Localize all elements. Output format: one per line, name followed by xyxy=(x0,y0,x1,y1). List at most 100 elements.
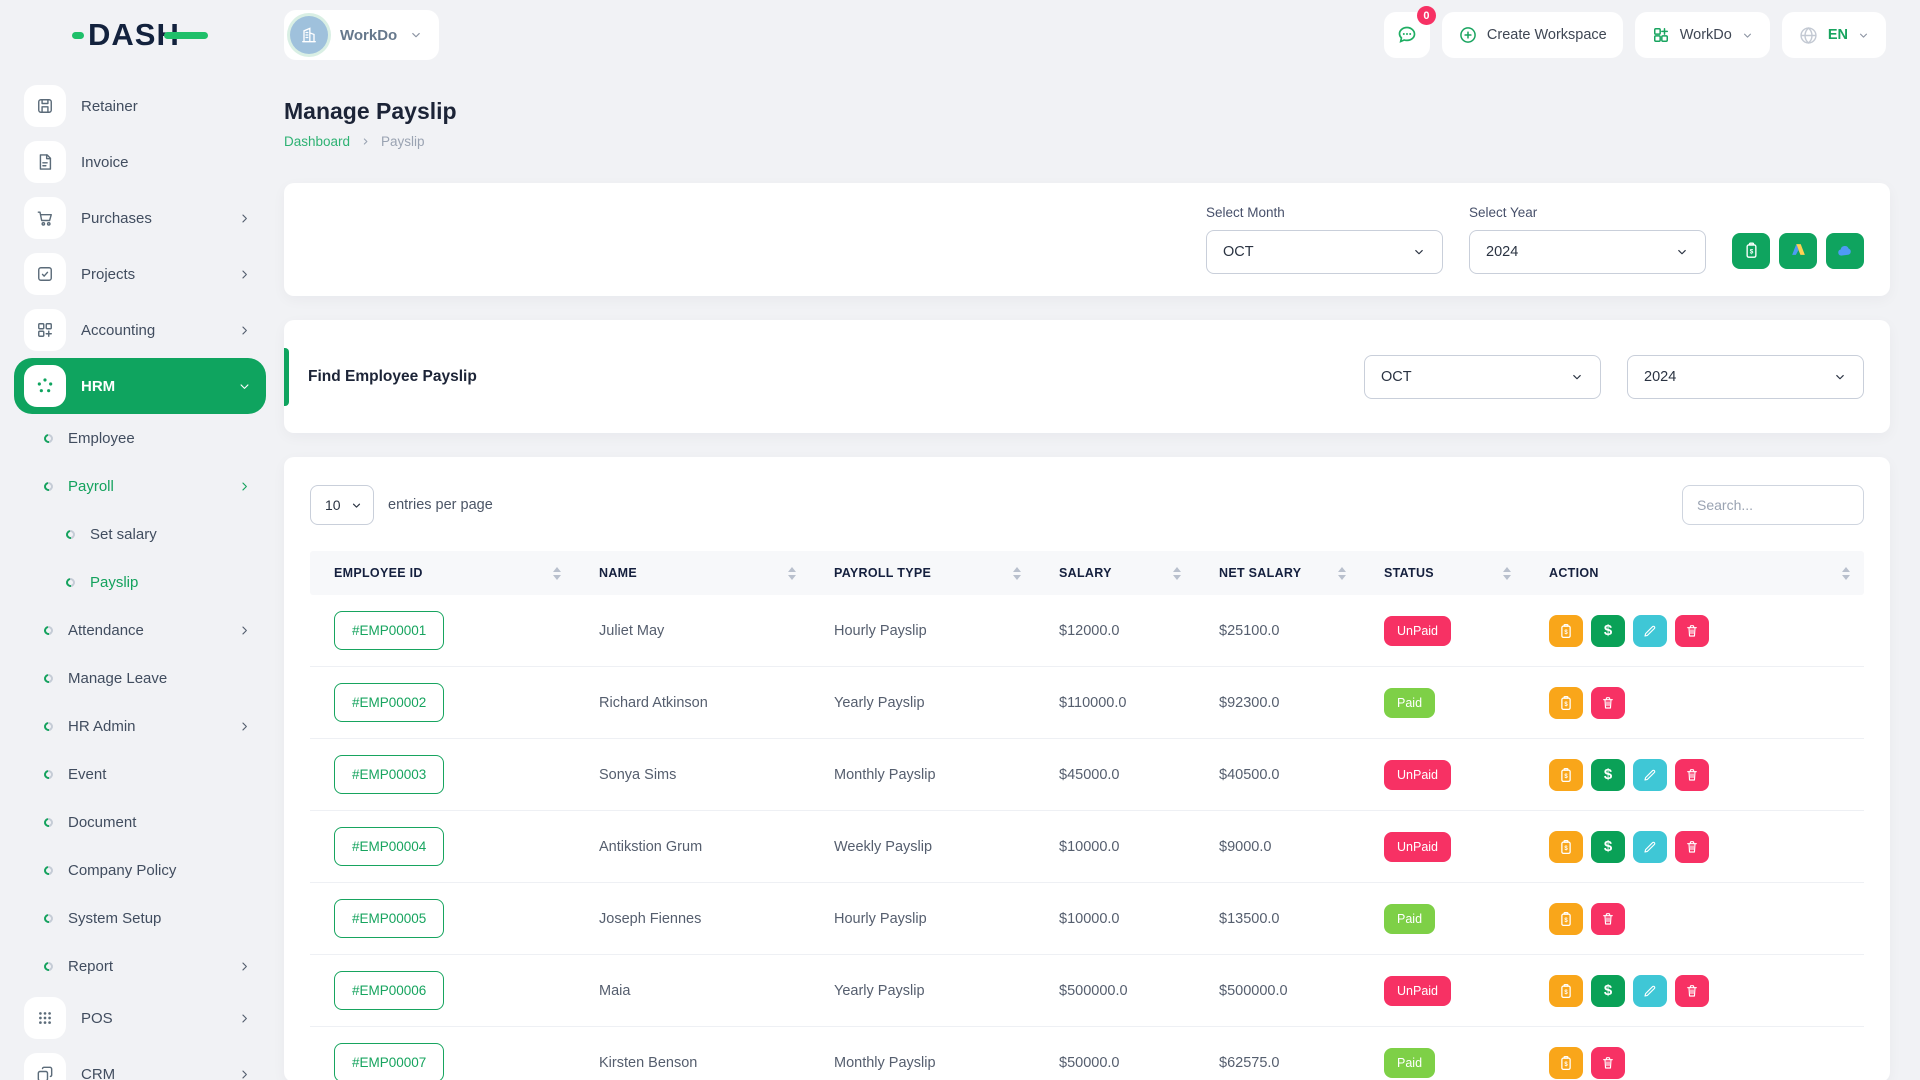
row-actions: $ $ xyxy=(1549,758,1709,791)
sidebar-item-pos[interactable]: POS xyxy=(14,990,266,1046)
find-year-select[interactable]: 2024 xyxy=(1627,354,1864,399)
employee-id-button[interactable]: #EMP00005 xyxy=(334,899,445,938)
employee-id-button[interactable]: #EMP00003 xyxy=(334,755,445,794)
sort-icon[interactable] xyxy=(1173,566,1181,580)
sidebar-item-payroll[interactable]: Payroll xyxy=(14,462,266,510)
delete-action-button[interactable] xyxy=(1675,758,1709,791)
sidebar-item-projects[interactable]: Projects xyxy=(14,246,266,302)
pay-action-button[interactable]: $ xyxy=(1591,830,1625,863)
floppy-icon xyxy=(24,85,66,127)
sort-icon[interactable] xyxy=(1842,566,1850,580)
page-size-select[interactable]: 10 xyxy=(310,485,374,525)
payslip-action-button[interactable]: $ xyxy=(1549,902,1583,935)
delete-action-button[interactable] xyxy=(1675,974,1709,1007)
employee-id-button[interactable]: #EMP00002 xyxy=(334,683,445,722)
sidebar-item-purchases[interactable]: Purchases xyxy=(14,190,266,246)
sidebar-item-hrm[interactable]: HRM xyxy=(14,358,266,414)
sort-icon[interactable] xyxy=(553,566,561,580)
create-workspace-button[interactable]: Create Workspace xyxy=(1441,12,1623,58)
sidebar-item-report[interactable]: Report xyxy=(14,942,266,990)
employee-id-button[interactable]: #EMP00007 xyxy=(334,1043,445,1080)
sidebar-item-document[interactable]: Document xyxy=(14,798,266,846)
sidebar-item-event[interactable]: Event xyxy=(14,750,266,798)
delete-action-button[interactable] xyxy=(1591,686,1625,719)
sidebar-item-company-policy[interactable]: Company Policy xyxy=(14,846,266,894)
sidebar-item-payslip[interactable]: Payslip xyxy=(14,558,266,606)
salary-cell-value: $45000.0 xyxy=(1059,766,1120,783)
sidebar-item-system-setup[interactable]: System Setup xyxy=(14,894,266,942)
sidebar-item-hr-admin[interactable]: HR Admin xyxy=(14,702,266,750)
sidebar-item-set-salary[interactable]: Set salary xyxy=(14,510,266,558)
sidebar-item-manage-leave[interactable]: Manage Leave xyxy=(14,654,266,702)
payslip-action-button[interactable]: $ xyxy=(1549,758,1583,791)
salary-cell-value: $12000.0 xyxy=(1059,622,1120,639)
delete-action-button[interactable] xyxy=(1591,902,1625,935)
pay-action-button[interactable]: $ xyxy=(1591,614,1625,647)
sidebar-item-invoice[interactable]: Invoice xyxy=(14,134,266,190)
sort-icon[interactable] xyxy=(1013,566,1021,580)
employee-name-cell: Maia xyxy=(575,983,810,999)
dash-logo[interactable]: DASH xyxy=(72,17,208,53)
sidebar-item-accounting[interactable]: Accounting xyxy=(14,302,266,358)
status-badge: UnPaid xyxy=(1384,831,1451,862)
sidebar-item-label: System Setup xyxy=(68,909,162,927)
payslip-action-button[interactable]: $ xyxy=(1549,830,1583,863)
column-header-payroll-type: PAYROLL TYPE xyxy=(810,566,1035,580)
table-row: #EMP00005 Joseph Fiennes Hourly Payslip $10… xyxy=(310,883,1864,955)
year-select[interactable]: 2024 xyxy=(1469,230,1706,274)
globe-icon xyxy=(1798,25,1819,46)
edit-action-button[interactable] xyxy=(1633,614,1667,647)
employee-id-button[interactable]: #EMP00006 xyxy=(334,971,445,1010)
employee-id-button[interactable]: #EMP00004 xyxy=(334,827,445,866)
delete-action-button[interactable] xyxy=(1675,830,1709,863)
create-workspace-label: Create Workspace xyxy=(1486,27,1607,43)
payroll-type-cell: Hourly Payslip xyxy=(810,911,1035,927)
edit-action-button[interactable] xyxy=(1633,758,1667,791)
cloud-export-button[interactable] xyxy=(1826,232,1864,269)
sidebar-item-label: CRM xyxy=(81,1065,116,1080)
bullet-icon xyxy=(42,863,55,877)
pay-action-button[interactable]: $ xyxy=(1591,974,1625,1007)
sidebar-item-crm[interactable]: CRM xyxy=(14,1046,266,1080)
edit-action-button[interactable] xyxy=(1633,974,1667,1007)
payslip-action-button[interactable]: $ xyxy=(1549,974,1583,1007)
find-month-select[interactable]: OCT xyxy=(1364,354,1601,399)
delete-action-button[interactable] xyxy=(1675,614,1709,647)
payslip-action-button[interactable]: $ xyxy=(1549,1046,1583,1079)
salary-cell-value: $110000.0 xyxy=(1059,694,1127,711)
sidebar-item-label: Invoice xyxy=(81,153,129,171)
workspace-selector[interactable]: WorkDo xyxy=(284,10,440,60)
language-selector[interactable]: EN xyxy=(1781,12,1886,58)
month-select[interactable]: OCT xyxy=(1206,230,1443,274)
column-header-label: ACTION xyxy=(1549,566,1599,580)
sort-icon[interactable] xyxy=(788,566,796,580)
payslip-action-button[interactable]: $ xyxy=(1549,686,1583,719)
employee-id-button[interactable]: #EMP00001 xyxy=(334,611,445,650)
edit-action-button[interactable] xyxy=(1633,830,1667,863)
sort-icon[interactable] xyxy=(1338,566,1346,580)
app-switcher-button[interactable]: WorkDo xyxy=(1634,12,1770,58)
row-actions: $ xyxy=(1549,1046,1625,1079)
status-cell: Paid xyxy=(1360,687,1525,718)
table-row: #EMP00004 Antikstion Grum Weekly Payslip $1… xyxy=(310,811,1864,883)
sidebar-item-employee[interactable]: Employee xyxy=(14,414,266,462)
search-input[interactable] xyxy=(1682,485,1864,525)
employee-id-cell: #EMP00005 xyxy=(310,899,575,938)
drive-export-button[interactable] xyxy=(1779,232,1817,269)
sort-icon[interactable] xyxy=(1503,566,1511,580)
breadcrumb-dashboard-link[interactable]: Dashboard xyxy=(284,134,351,149)
svg-text:$: $ xyxy=(1564,630,1568,636)
sidebar-item-retainer[interactable]: Retainer xyxy=(14,78,266,134)
messages-count-badge: 0 xyxy=(1416,6,1436,25)
crm-icon xyxy=(24,1053,66,1080)
sidebar-item-attendance[interactable]: Attendance xyxy=(14,606,266,654)
messages-button[interactable]: 0 xyxy=(1383,6,1436,58)
page-title: Manage Payslip xyxy=(284,98,457,124)
row-actions: $ $ xyxy=(1549,614,1709,647)
table-row: #EMP00002 Richard Atkinson Yearly Payslip $… xyxy=(310,667,1864,739)
payslip-action-button[interactable]: $ xyxy=(1549,614,1583,647)
delete-action-button[interactable] xyxy=(1591,1046,1625,1079)
chevron-down-icon xyxy=(1741,29,1754,42)
pay-action-button[interactable]: $ xyxy=(1591,758,1625,791)
bulk-payslip-button[interactable]: $ xyxy=(1732,232,1770,269)
